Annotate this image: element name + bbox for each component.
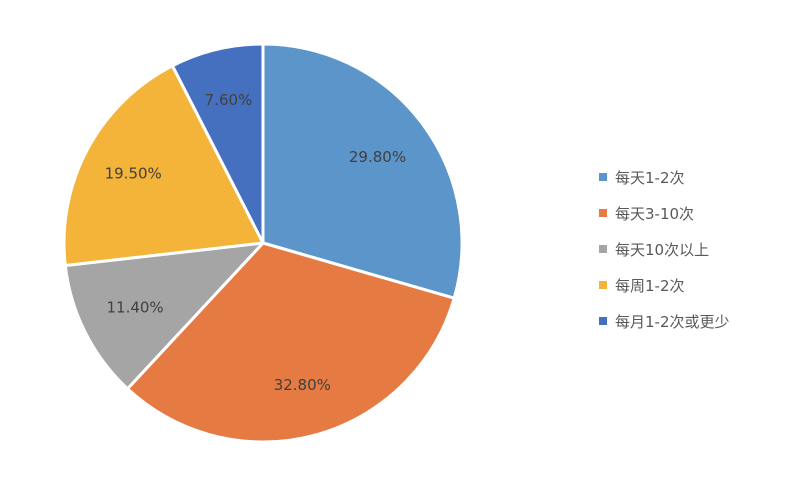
legend-item-1: 每天1-2次 xyxy=(599,159,779,195)
legend: 每天1-2次 每天3-10次 每天10次以上 每周1-2次每月1-2次或更少 xyxy=(599,159,779,339)
legend-item-4: 每周1-2次 xyxy=(599,267,779,303)
pie-data-labels: 29.80% 32.80% 11.40% 19.50% 7.60% xyxy=(105,91,407,394)
legend-swatch-4 xyxy=(599,281,607,289)
pie-data-label-5: 7.60% xyxy=(205,91,253,109)
legend-swatch-2 xyxy=(599,209,607,217)
legend-swatch-5 xyxy=(599,317,607,325)
legend-item-5: 每月1-2次或更少 xyxy=(599,303,779,339)
pie-slice-2 xyxy=(126,241,456,444)
legend-label-1: 每天1-2次 xyxy=(615,168,685,187)
legend-item-2: 每天3-10次 xyxy=(599,195,779,231)
pie-data-label-2: 32.80% xyxy=(274,376,331,394)
legend-swatch-3 xyxy=(599,245,607,253)
pie-slice-1 xyxy=(261,42,464,300)
pie-slice-5 xyxy=(170,42,265,245)
legend-swatch-1 xyxy=(599,173,607,181)
pie-data-label-4: 19.50% xyxy=(105,164,162,182)
legend-item-3: 每天10次以上 xyxy=(599,231,779,267)
legend-label-4: 每周1-2次 xyxy=(615,276,685,295)
pie-data-label-1: 29.80% xyxy=(349,148,406,166)
pie-slice-3 xyxy=(63,241,265,391)
legend-label-2: 每天3-10次 xyxy=(615,204,695,223)
pie-slice-4 xyxy=(62,64,265,268)
legend-label-5: 每月1-2次或更少 xyxy=(615,312,730,331)
legend-label-3: 每天10次以上 xyxy=(615,240,710,259)
pie-data-label-3: 11.40% xyxy=(106,299,163,317)
pie-slices xyxy=(62,42,464,444)
